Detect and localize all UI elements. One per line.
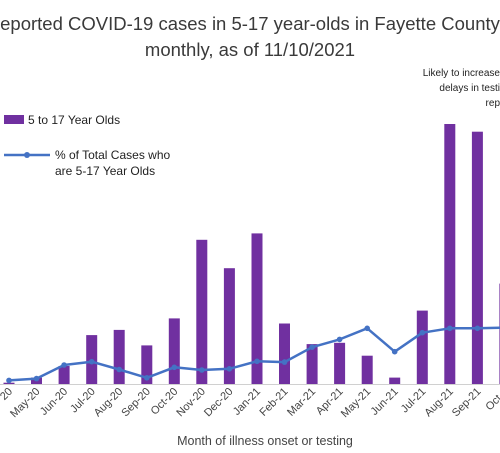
x-tick-label-7: Nov-20 [174,386,208,420]
pct-point-Nov-20 [199,367,205,373]
bar-Mar-21 [306,344,318,384]
pct-point-Mar-21 [309,344,315,351]
x-tick-label-0: 20 [0,386,15,403]
bar-Jun-21 [389,377,401,384]
x-tick-label-11: Mar-21 [285,386,318,419]
pct-point-Jun-20 [61,362,67,368]
x-tick-label-4: Aug-20 [92,386,126,420]
pct-point-May-21 [364,325,371,332]
pct-point-May-20 [33,375,40,382]
pct-point-Aug-20 [116,366,122,373]
x-axis-title: Month of illness onset or testing [177,434,353,448]
pct-point-Feb-21 [281,359,288,365]
pct-point-Jul-20 [88,358,95,365]
pct-point-Aug-21 [447,325,453,332]
pct-point-Jul-21 [419,329,426,336]
pct-point-Apr-20 [6,377,12,384]
pct-point-Sep-21 [474,325,481,332]
bar-Sep-21 [471,131,483,384]
legend-line-label-2: are 5-17 Year Olds [55,164,155,178]
bar-Apr-20 [3,382,15,384]
annotation-line-2: delays in testi [439,83,500,94]
bar-Nov-20 [196,239,208,384]
bar-Apr-21 [334,342,346,384]
bar-May-21 [361,355,373,384]
x-tick-label-9: Jan-21 [231,386,263,418]
x-tick-label-2: Jun-20 [38,386,70,418]
legend-line-marker [24,152,30,158]
bar-Oct-20 [168,318,180,384]
bar-Aug-20 [113,329,125,384]
x-tick-label-10: Feb-21 [257,386,290,419]
x-tick-labels: 20May-20Jun-20Jul-20Aug-20Sep-20Oct-20No… [0,386,500,420]
x-tick-label-17: Sep-21 [450,386,484,420]
line-series [6,325,500,384]
annotation-line-3: rep [486,98,500,109]
pct-point-Apr-21 [336,336,343,343]
chart-title-line2: monthly, as of 11/10/2021 [145,39,355,60]
pct-point-Oct-20 [171,364,178,371]
x-tick-label-13: May-21 [339,386,373,420]
x-tick-label-18: Oct-2 [484,386,500,414]
pct-point-Jan-21 [254,358,260,365]
pct-point-Dec-20 [226,366,233,372]
bar-Dec-20 [223,268,235,384]
x-tick-label-5: Sep-20 [119,386,153,420]
legend-line-label-1: % of Total Cases who [55,148,170,162]
bar-Jan-21 [251,233,263,384]
bar-Feb-21 [279,323,290,384]
pct-point-Jun-21 [391,348,398,355]
bar-Jul-21 [416,310,428,384]
bar-Sep-20 [141,345,153,384]
x-tick-label-8: Dec-20 [202,386,236,420]
legend-bar-swatch [4,115,24,124]
x-tick-label-14: Jun-21 [369,386,401,418]
x-tick-label-16: Aug-21 [422,386,456,420]
annotation-line-1: Likely to increase [423,68,500,79]
bar-series [3,124,500,384]
pct-point-Sep-20 [144,375,150,381]
bar-Jun-20 [58,366,70,384]
chart-title-line1: eported COVID-19 cases in 5-17 year-olds… [0,13,500,34]
bar-Aug-21 [444,124,456,384]
x-tick-label-1: May-20 [8,386,42,420]
legend-bar-label: 5 to 17 Year Olds [28,113,120,127]
